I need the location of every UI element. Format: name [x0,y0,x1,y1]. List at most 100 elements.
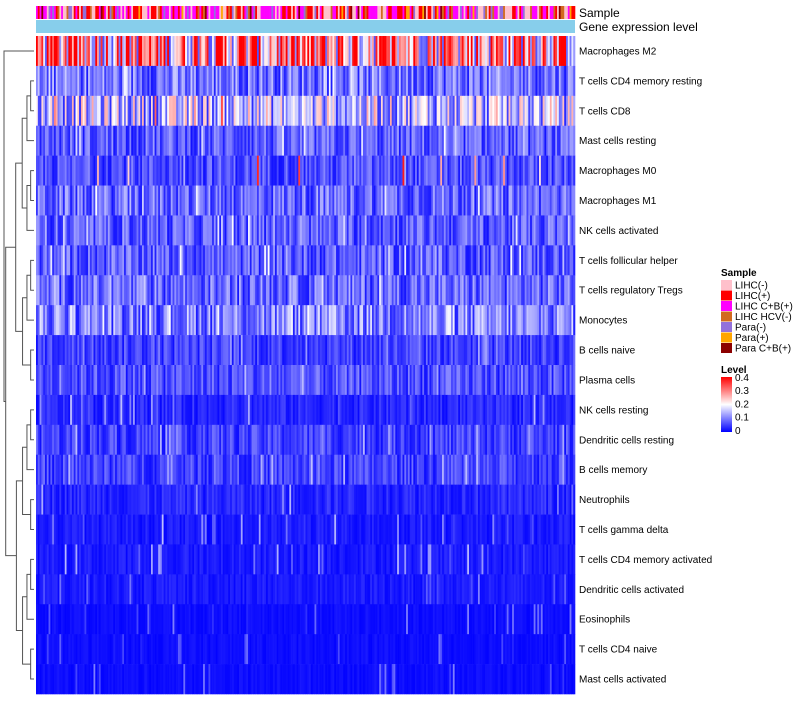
heatmap-cell [415,215,418,246]
heatmap-cell [80,65,84,97]
heatmap-cell [485,365,488,396]
heatmap-cell [244,394,247,426]
heatmap-cell [208,454,211,485]
heatmap-cell [102,36,105,67]
sample-annotation-cell [190,6,193,19]
heatmap-cell [230,394,233,426]
heatmap-row [36,365,576,396]
heatmap-cell [494,305,497,336]
heatmap-cell [203,245,206,276]
heatmap-cell [477,305,481,336]
sample-annotation-cell [64,6,67,19]
heatmap-cell [395,215,398,246]
heatmap-cell [170,65,173,97]
heatmap-cell [533,65,536,97]
heatmap-cell [499,36,502,67]
heatmap-cell [226,36,229,67]
heatmap-cell [354,424,357,456]
heatmap-cell [291,65,294,97]
heatmap-cell [136,215,139,246]
heatmap-cell [134,305,137,336]
heatmap-cell [307,125,310,156]
heatmap-cell [384,95,387,127]
heatmap-cell [44,65,48,97]
heatmap-cell [102,365,105,396]
heatmap-cell [380,155,384,186]
heatmap-cell [251,215,254,246]
heatmap-cell [52,394,55,426]
heatmap-cell [357,245,360,276]
heatmap-cell [343,215,346,246]
heatmap-cell [145,185,148,216]
heatmap-cell [88,424,91,456]
sample-annotation-cell [249,6,252,19]
heatmap-cell [504,305,508,336]
heatmap-cell [508,394,511,426]
heatmap-cell [562,365,565,396]
heatmap-cell [253,185,256,216]
heatmap-cell [91,305,94,336]
heatmap-cell [366,185,369,216]
heatmap-cell [115,65,118,97]
heatmap-cell [397,454,400,485]
heatmap-cell [233,125,236,156]
heatmap-cell [400,36,403,67]
heatmap-cell [445,215,448,246]
heatmap-cell [309,275,312,306]
heatmap-cell [190,305,193,336]
heatmap-cell [199,424,202,456]
heatmap-cell [323,215,326,246]
heatmap-cell [386,125,389,156]
heatmap-cell [395,335,398,366]
heatmap-cell [303,424,306,456]
heatmap-cell [307,245,310,276]
sample-annotation-cell [231,6,234,19]
heatmap-cell [503,215,506,246]
heatmap-cell [276,484,279,515]
sample-annotation-cell [258,6,261,19]
heatmap-cell [260,335,263,366]
heatmap-cell [235,424,238,456]
heatmap-cell [142,245,145,276]
sample-annotation-cell [375,6,378,19]
heatmap-cell [145,394,148,426]
heatmap-cell [298,65,301,97]
heatmap-cell [510,36,513,67]
heatmap-cell [183,65,186,97]
sample-annotation-cell [382,6,385,19]
heatmap-cell [418,65,421,97]
heatmap-cell [461,394,464,426]
heatmap-cell [197,95,200,127]
heatmap-cell [447,275,450,306]
heatmap-cell [98,185,101,216]
heatmap-cell [429,155,432,186]
heatmap-row [36,305,576,336]
heatmap-cell [255,335,258,366]
heatmap-cell [373,65,376,97]
heatmap-cell [557,454,560,485]
heatmap-cell [283,185,287,216]
heatmap-cell [456,424,459,456]
heatmap-cell [309,125,312,156]
sample-annotation-cell [364,6,367,19]
heatmap-cell [222,275,225,306]
heatmap-cell [477,185,481,216]
heatmap-cell [149,424,152,456]
heatmap-cell [458,394,461,426]
heatmap-cell [560,36,563,67]
heatmap-cell [269,125,272,156]
heatmap-cell [88,215,91,246]
heatmap-cell [316,365,319,396]
heatmap-cell [77,95,80,127]
heatmap-cell [359,305,362,336]
heatmap-cell [458,305,461,336]
heatmap-cell [107,185,110,216]
heatmap-cell [102,305,105,336]
heatmap-cell [57,275,60,306]
heatmap-cell [350,155,353,186]
heatmap-cell [569,185,572,216]
heatmap-cell [138,245,141,276]
heatmap-cell [201,335,204,366]
heatmap-cell [420,185,423,216]
heatmap-cell [131,185,134,216]
